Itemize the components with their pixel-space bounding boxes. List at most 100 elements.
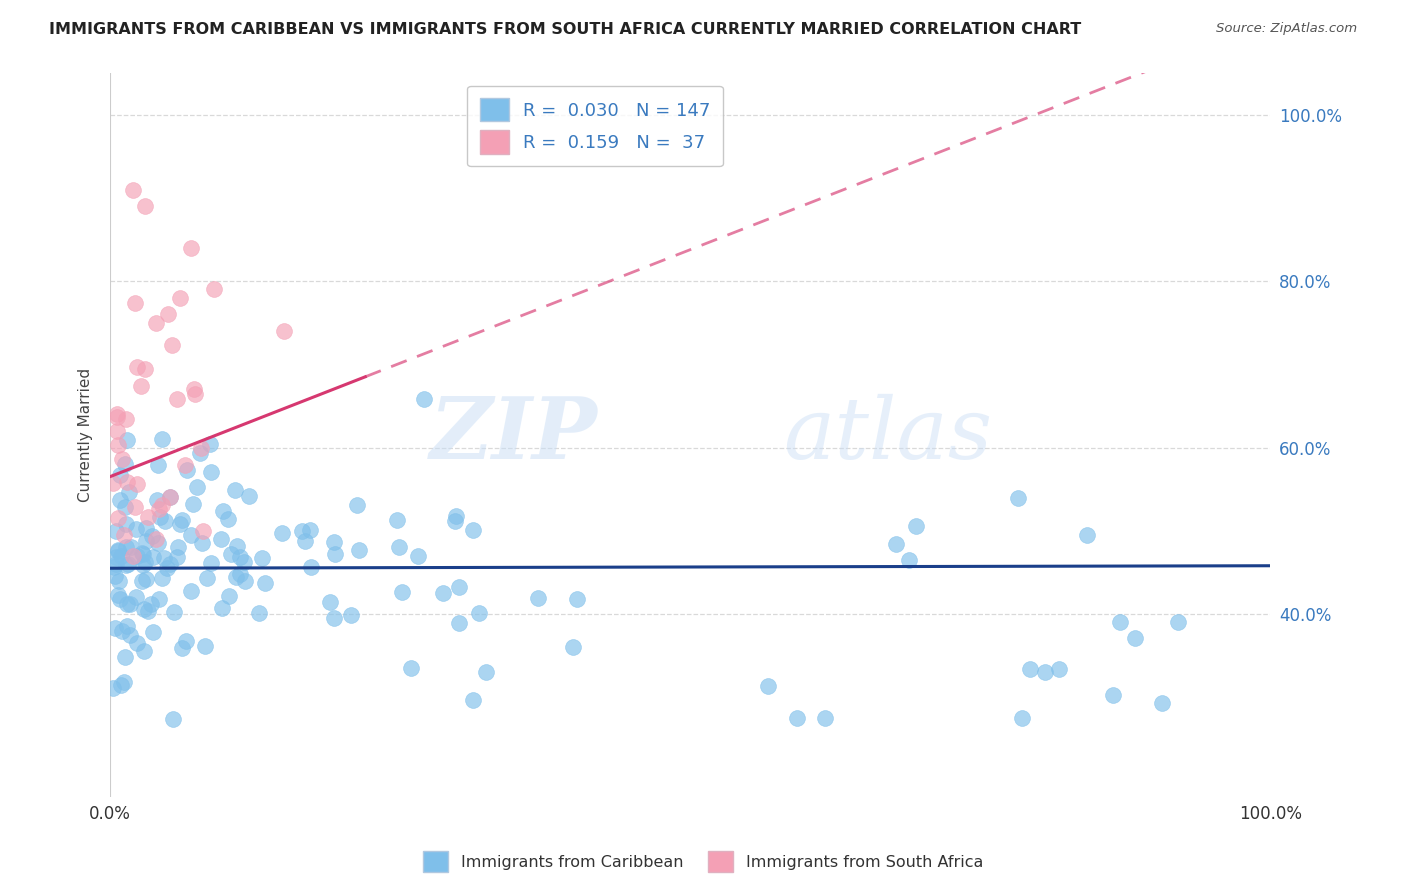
- Point: [299, 523, 322, 537]
- Point: [150, 498, 173, 512]
- Point: [110, 493, 132, 508]
- Point: [198, 437, 221, 451]
- Point: [299, 560, 322, 574]
- Point: [1123, 632, 1146, 646]
- Y-axis label: Currently Married: Currently Married: [79, 368, 93, 502]
- Point: [149, 510, 172, 524]
- Point: [110, 549, 132, 563]
- Point: [461, 693, 484, 707]
- Point: [112, 528, 135, 542]
- Point: [104, 524, 127, 538]
- Point: [221, 547, 243, 561]
- Point: [146, 492, 169, 507]
- Legend: Immigrants from Caribbean, Immigrants from South Africa: Immigrants from Caribbean, Immigrants fr…: [415, 843, 991, 880]
- Point: [104, 569, 127, 583]
- Point: [105, 409, 128, 424]
- Point: [110, 678, 132, 692]
- Point: [814, 711, 837, 725]
- Point: [107, 511, 129, 525]
- Point: [195, 571, 218, 585]
- Point: [107, 437, 129, 451]
- Point: [103, 621, 125, 635]
- Point: [114, 650, 136, 665]
- Point: [125, 549, 148, 564]
- Text: Source: ZipAtlas.com: Source: ZipAtlas.com: [1216, 22, 1357, 36]
- Point: [125, 590, 148, 604]
- Point: [183, 382, 205, 396]
- Point: [155, 514, 177, 528]
- Point: [217, 512, 239, 526]
- Point: [461, 524, 484, 538]
- Point: [1152, 696, 1174, 710]
- Point: [253, 575, 276, 590]
- Point: [322, 534, 344, 549]
- Point: [136, 604, 159, 618]
- Point: [249, 607, 271, 621]
- Point: [104, 557, 127, 571]
- Point: [129, 378, 152, 392]
- Point: [273, 324, 295, 338]
- Point: [132, 547, 155, 561]
- Point: [107, 424, 129, 438]
- Text: atlas: atlas: [783, 393, 993, 476]
- Point: [135, 533, 157, 548]
- Point: [107, 542, 129, 557]
- Point: [884, 537, 907, 551]
- Point: [1007, 491, 1029, 505]
- Point: [101, 681, 124, 696]
- Point: [115, 412, 138, 426]
- Point: [224, 483, 246, 498]
- Point: [173, 458, 195, 472]
- Point: [339, 607, 361, 622]
- Point: [146, 536, 169, 550]
- Point: [191, 524, 214, 538]
- Point: [146, 458, 169, 472]
- Point: [125, 636, 148, 650]
- Point: [294, 534, 316, 549]
- Point: [115, 516, 138, 531]
- Point: [162, 712, 184, 726]
- Point: [270, 526, 292, 541]
- Point: [1011, 711, 1033, 725]
- Point: [1076, 528, 1098, 542]
- Point: [183, 387, 205, 401]
- Point: [156, 561, 179, 575]
- Point: [160, 337, 183, 351]
- Point: [136, 509, 159, 524]
- Point: [166, 540, 188, 554]
- Point: [156, 307, 179, 321]
- Point: [111, 452, 134, 467]
- Point: [117, 557, 139, 571]
- Point: [233, 555, 256, 569]
- Point: [115, 475, 138, 490]
- Point: [107, 588, 129, 602]
- Point: [115, 597, 138, 611]
- Legend: R =  0.030   N = 147, R =  0.159   N =  37: R = 0.030 N = 147, R = 0.159 N = 37: [467, 86, 723, 166]
- Point: [233, 574, 256, 588]
- Point: [449, 615, 471, 630]
- Point: [252, 550, 274, 565]
- Point: [1167, 615, 1189, 630]
- Point: [114, 675, 136, 690]
- Text: IMMIGRANTS FROM CARIBBEAN VS IMMIGRANTS FROM SOUTH AFRICA CURRENTLY MARRIED CORR: IMMIGRANTS FROM CARIBBEAN VS IMMIGRANTS …: [49, 22, 1081, 37]
- Point: [150, 571, 173, 585]
- Point: [323, 547, 346, 561]
- Point: [134, 644, 156, 658]
- Point: [562, 640, 585, 655]
- Point: [180, 241, 202, 255]
- Point: [141, 529, 163, 543]
- Point: [406, 549, 429, 563]
- Point: [142, 624, 165, 639]
- Point: [186, 480, 208, 494]
- Point: [190, 441, 212, 455]
- Point: [172, 641, 194, 656]
- Point: [127, 477, 149, 491]
- Point: [124, 500, 146, 514]
- Point: [131, 574, 153, 588]
- Point: [132, 558, 155, 572]
- Point: [114, 457, 136, 471]
- Point: [159, 491, 181, 505]
- Point: [387, 540, 409, 554]
- Point: [142, 550, 165, 565]
- Point: [238, 489, 260, 503]
